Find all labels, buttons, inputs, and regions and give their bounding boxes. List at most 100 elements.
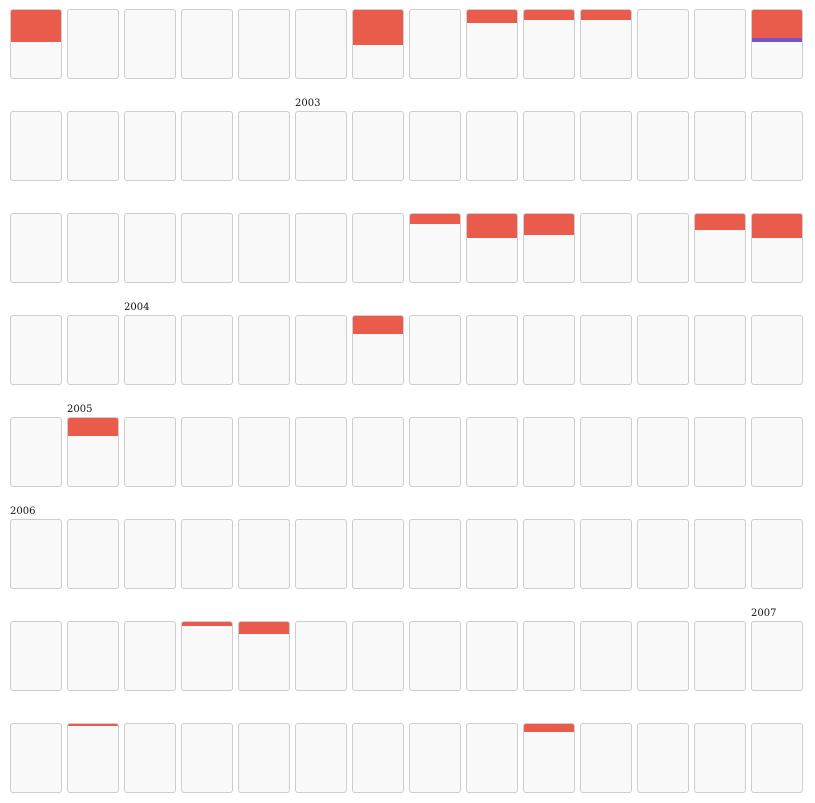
- calendar-cell: [124, 723, 176, 793]
- calendar-cell: [238, 9, 290, 79]
- calendar-cell: [10, 621, 62, 691]
- calendar-cell: [295, 723, 347, 793]
- calendar-cell: [124, 621, 176, 691]
- calendar-cell: [580, 315, 632, 385]
- calendar-cell: [409, 417, 461, 487]
- calendar-cell: [637, 417, 689, 487]
- calendar-cell: [295, 9, 347, 79]
- cell-fill-bar: [752, 214, 802, 238]
- cell-fill-bar: [68, 724, 118, 726]
- calendar-cell: [124, 213, 176, 283]
- calendar-cell: [181, 621, 233, 691]
- cell-fill-bar: [182, 622, 232, 626]
- cell-fill-bar: [239, 622, 289, 634]
- year-label: 2006: [10, 506, 36, 517]
- calendar-cell: [67, 213, 119, 283]
- calendar-cell: [694, 723, 746, 793]
- calendar-cell: [10, 519, 62, 589]
- calendar-cell: [523, 723, 575, 793]
- year-label: 2004: [124, 302, 150, 313]
- calendar-cell: [523, 213, 575, 283]
- calendar-cell: [67, 9, 119, 79]
- calendar-cell: [181, 111, 233, 181]
- calendar-cell: [295, 621, 347, 691]
- calendar-cell: [694, 519, 746, 589]
- calendar-cell: [751, 723, 803, 793]
- calendar-cell: [751, 519, 803, 589]
- calendar-cell: [295, 111, 347, 181]
- calendar-cell: [67, 315, 119, 385]
- calendar-cell: [67, 519, 119, 589]
- calendar-cell: [181, 723, 233, 793]
- cell-fill-bar: [524, 10, 574, 20]
- calendar-cell: [352, 213, 404, 283]
- calendar-cell: [466, 519, 518, 589]
- calendar-cell: [694, 9, 746, 79]
- calendar-cell: [352, 315, 404, 385]
- calendar-cell: [409, 9, 461, 79]
- year-label: 2005: [67, 404, 93, 415]
- calendar-cell: [466, 9, 518, 79]
- calendar-cell: [10, 9, 62, 79]
- calendar-cell: [523, 9, 575, 79]
- calendar-cell: [409, 315, 461, 385]
- calendar-cell: [466, 621, 518, 691]
- cell-fill-bar: [524, 724, 574, 732]
- calendar-cell: [523, 621, 575, 691]
- calendar-cell: [637, 621, 689, 691]
- calendar-cell: [181, 9, 233, 79]
- calendar-cell: [10, 111, 62, 181]
- calendar-cell: [580, 723, 632, 793]
- calendar-cell: [238, 417, 290, 487]
- calendar-cell: [466, 213, 518, 283]
- cell-fill-bar: [524, 214, 574, 235]
- calendar-cell: [10, 213, 62, 283]
- calendar-cell: [694, 213, 746, 283]
- calendar-cell: [523, 315, 575, 385]
- calendar-cell: [580, 621, 632, 691]
- cell-fill-bar: [581, 10, 631, 20]
- calendar-cell: [295, 519, 347, 589]
- calendar-cell: [409, 519, 461, 589]
- calendar-cell: [580, 9, 632, 79]
- calendar-cell: [67, 621, 119, 691]
- calendar-cell: [124, 417, 176, 487]
- calendar-cell: [751, 621, 803, 691]
- calendar-cell: [409, 621, 461, 691]
- calendar-cell: [124, 9, 176, 79]
- calendar-cell: [751, 417, 803, 487]
- calendar-cell: [238, 723, 290, 793]
- calendar-cell: [523, 111, 575, 181]
- cell-fill-bar: [695, 214, 745, 230]
- calendar-cell: [295, 213, 347, 283]
- calendar-cell: [352, 417, 404, 487]
- calendar-cell: [409, 213, 461, 283]
- year-label: 2007: [751, 608, 777, 619]
- calendar-cell: [523, 417, 575, 487]
- calendar-cell: [352, 723, 404, 793]
- calendar-cell: [466, 723, 518, 793]
- calendar-cell: [637, 723, 689, 793]
- calendar-cell: [181, 213, 233, 283]
- calendar-cell: [352, 621, 404, 691]
- cell-fill-bar: [410, 214, 460, 224]
- calendar-cell: [637, 9, 689, 79]
- calendar-cell: [694, 621, 746, 691]
- calendar-cell: [466, 111, 518, 181]
- calendar-cell: [10, 723, 62, 793]
- calendar-cell: [238, 519, 290, 589]
- calendar-cell: [751, 111, 803, 181]
- calendar-cell: [67, 723, 119, 793]
- calendar-cell: [352, 111, 404, 181]
- year-label: 2003: [295, 98, 321, 109]
- cell-fill-bar: [752, 10, 802, 38]
- calendar-cell: [694, 417, 746, 487]
- calendar-cell: [181, 315, 233, 385]
- calendar-cell: [523, 519, 575, 589]
- calendar-cell: [751, 9, 803, 79]
- calendar-cell: [295, 315, 347, 385]
- cell-fill-bar: [353, 10, 403, 45]
- calendar-cell: [10, 315, 62, 385]
- calendar-cell: [352, 519, 404, 589]
- cell-fill-bar: [11, 10, 61, 42]
